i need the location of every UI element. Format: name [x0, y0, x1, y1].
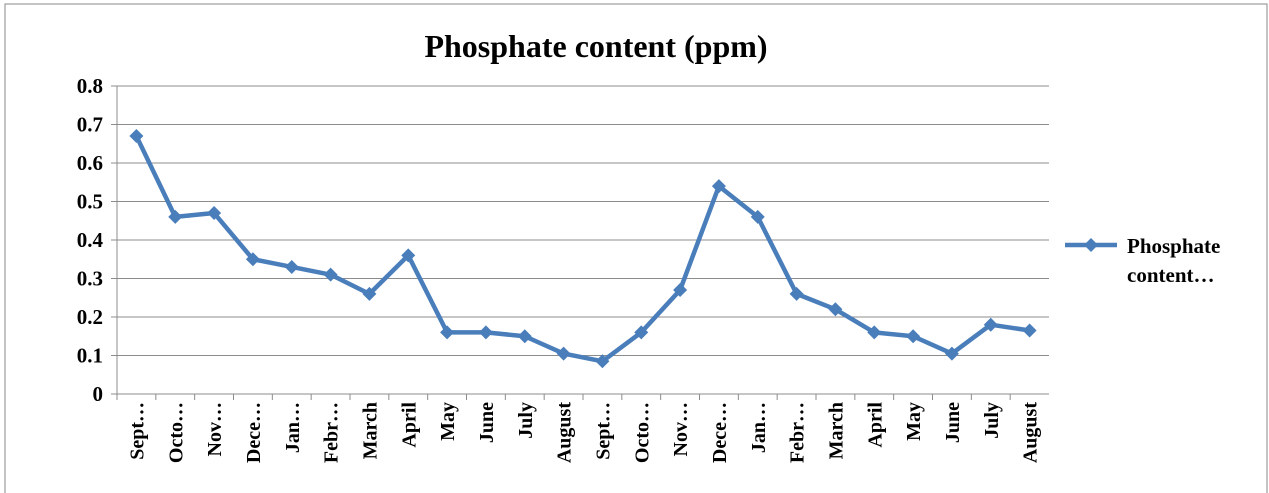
x-tick-label: March — [825, 402, 847, 459]
y-tick-label: 0.5 — [77, 190, 103, 214]
x-tick-label: March — [359, 402, 381, 459]
data-point — [440, 325, 455, 340]
data-point — [634, 325, 649, 340]
chart-title: Phosphate content (ppm) — [424, 28, 767, 64]
data-point — [906, 329, 921, 344]
x-tick-label: July — [981, 402, 1003, 439]
data-point — [323, 267, 338, 282]
y-tick-label: 0.6 — [77, 151, 103, 175]
legend-label: Phosphate content… — [1127, 234, 1221, 287]
data-point — [983, 317, 998, 332]
x-tick-label: Dece… — [243, 402, 265, 463]
x-tick-label: Nov… — [670, 402, 692, 456]
data-point — [711, 179, 726, 194]
x-tick-label: July — [515, 402, 537, 439]
data-point — [595, 354, 610, 369]
data-point — [207, 206, 222, 221]
y-tick-label: 0 — [93, 382, 104, 406]
data-point — [245, 252, 260, 267]
data-point — [168, 209, 183, 224]
data-point — [828, 302, 843, 317]
data-point — [750, 209, 765, 224]
data-point — [867, 325, 882, 340]
data-line — [134, 135, 1030, 364]
data-point — [789, 286, 804, 301]
x-tick-label: June — [942, 402, 964, 443]
data-point — [362, 286, 377, 301]
data-point — [129, 129, 144, 144]
y-tick-label: 0.4 — [77, 228, 104, 252]
y-tick-label: 0.7 — [77, 113, 103, 137]
x-tick-label: Febr… — [321, 402, 343, 463]
data-point — [556, 346, 571, 361]
legend-marker — [1084, 238, 1098, 252]
data-point — [401, 248, 416, 263]
x-tick-label: Jan… — [282, 402, 304, 453]
x-tick-label: August — [1020, 402, 1042, 463]
x-tick-label: Sept… — [592, 402, 614, 460]
x-tick-label: Sept… — [126, 402, 148, 460]
x-tick-label: May — [903, 402, 925, 441]
x-tick-label: Octo… — [165, 402, 187, 463]
y-tick-label: 0.2 — [77, 305, 103, 329]
x-tick-label: June — [476, 402, 498, 443]
data-point — [673, 283, 688, 298]
x-tick-label: April — [398, 402, 420, 448]
x-tick-label: May — [437, 402, 459, 441]
chart-frame — [4, 3, 1268, 493]
data-point — [1022, 323, 1037, 338]
y-tick-label: 0.3 — [77, 267, 103, 291]
x-tick-label: Octo… — [631, 402, 653, 463]
x-tick-label: Febr… — [787, 402, 809, 463]
data-point — [284, 259, 299, 274]
y-tick-label: 0.1 — [77, 344, 103, 368]
x-tick-label: April — [864, 402, 886, 448]
data-point — [944, 346, 959, 361]
x-tick-label: Dece… — [709, 402, 731, 463]
x-tick-label: Nov… — [204, 402, 226, 456]
data-point — [517, 329, 532, 344]
data-point — [478, 325, 493, 340]
y-tick-label: 0.8 — [77, 74, 103, 98]
x-tick-label: August — [554, 402, 576, 463]
x-tick-label: Jan… — [748, 402, 770, 453]
